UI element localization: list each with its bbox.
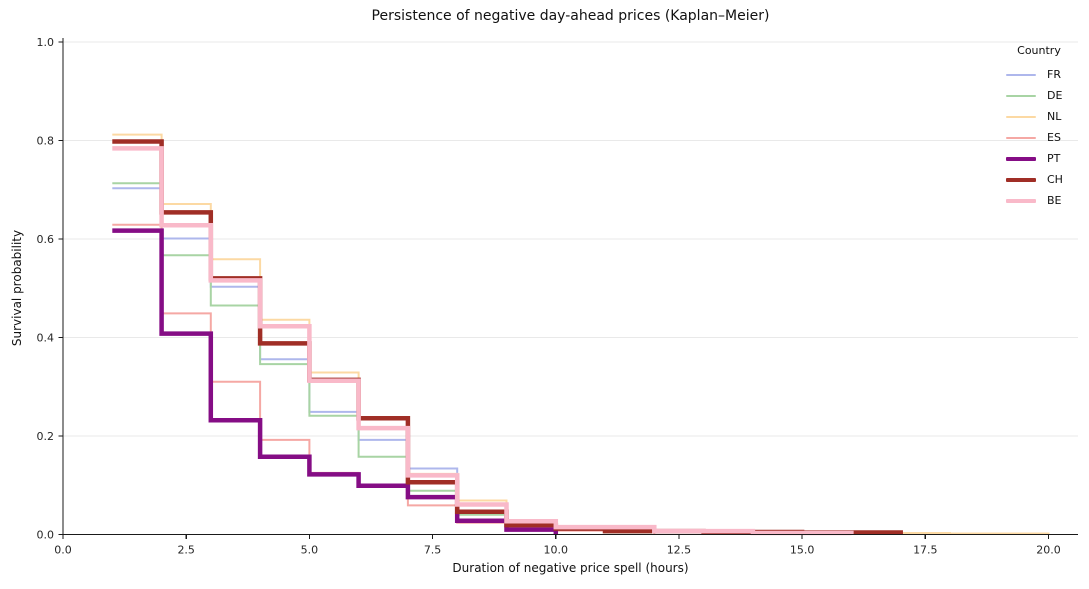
legend-swatch-BE — [1006, 198, 1036, 203]
x-tick-label-15: 15.0 — [790, 544, 815, 557]
legend-rows: FR DE NL ES PT CH BE — [999, 64, 1085, 211]
y-tick-label-0.2: 0.2 — [37, 430, 55, 443]
legend-label-CH: CH — [1047, 173, 1063, 186]
series-line-FR — [112, 187, 557, 535]
x-tick-label-7.5: 7.5 — [424, 544, 442, 557]
legend-label-NL: NL — [1047, 110, 1062, 123]
legend-swatch-NL — [1006, 115, 1036, 118]
y-axis-label: Survival probability — [10, 229, 24, 347]
series-line-DE — [112, 182, 951, 535]
legend-swatch-FR — [1006, 73, 1036, 76]
chart-title: Persistence of negative day-ahead prices… — [371, 8, 770, 24]
legend-swatch-CH — [1006, 177, 1036, 182]
legend-item-ES: ES — [999, 127, 1085, 148]
legend-item-PT: PT — [999, 148, 1085, 169]
y-tick-label-1: 1.0 — [37, 36, 55, 49]
y-tick-label-0.8: 0.8 — [37, 135, 55, 148]
series-line-ES — [112, 223, 656, 535]
legend: Country FR DE NL ES PT CH BE — [999, 44, 1085, 211]
legend-title: Country — [1017, 44, 1061, 57]
legend-swatch-PT — [1006, 156, 1036, 161]
legend-item-FR: FR — [999, 64, 1085, 85]
y-tick-label-0: 0.0 — [37, 529, 55, 542]
x-tick-label-0: 0.0 — [54, 544, 72, 557]
legend-label-BE: BE — [1047, 194, 1062, 207]
x-tick-label-12.5: 12.5 — [667, 544, 692, 557]
x-tick-label-2.5: 2.5 — [177, 544, 195, 557]
legend-item-BE: BE — [999, 190, 1085, 211]
legend-swatch-ES — [1006, 136, 1036, 139]
legend-item-NL: NL — [999, 106, 1085, 127]
x-tick-label-17.5: 17.5 — [913, 544, 938, 557]
series-line-NL — [112, 133, 1050, 535]
legend-label-PT: PT — [1047, 152, 1061, 165]
x-tick-label-5: 5.0 — [301, 544, 319, 557]
y-tick-label-0.4: 0.4 — [37, 332, 55, 345]
legend-label-DE: DE — [1047, 89, 1063, 102]
legend-swatch-DE — [1006, 94, 1036, 97]
legend-label-FR: FR — [1047, 68, 1061, 81]
legend-item-CH: CH — [999, 169, 1085, 190]
x-tick-label-10: 10.0 — [544, 544, 569, 557]
legend-label-ES: ES — [1047, 131, 1061, 144]
x-tick-label-20: 20.0 — [1036, 544, 1061, 557]
y-tick-label-0.6: 0.6 — [37, 233, 55, 246]
x-axis-label: Duration of negative price spell (hours) — [452, 561, 689, 575]
legend-item-DE: DE — [999, 85, 1085, 106]
series-line-BE — [112, 146, 854, 536]
